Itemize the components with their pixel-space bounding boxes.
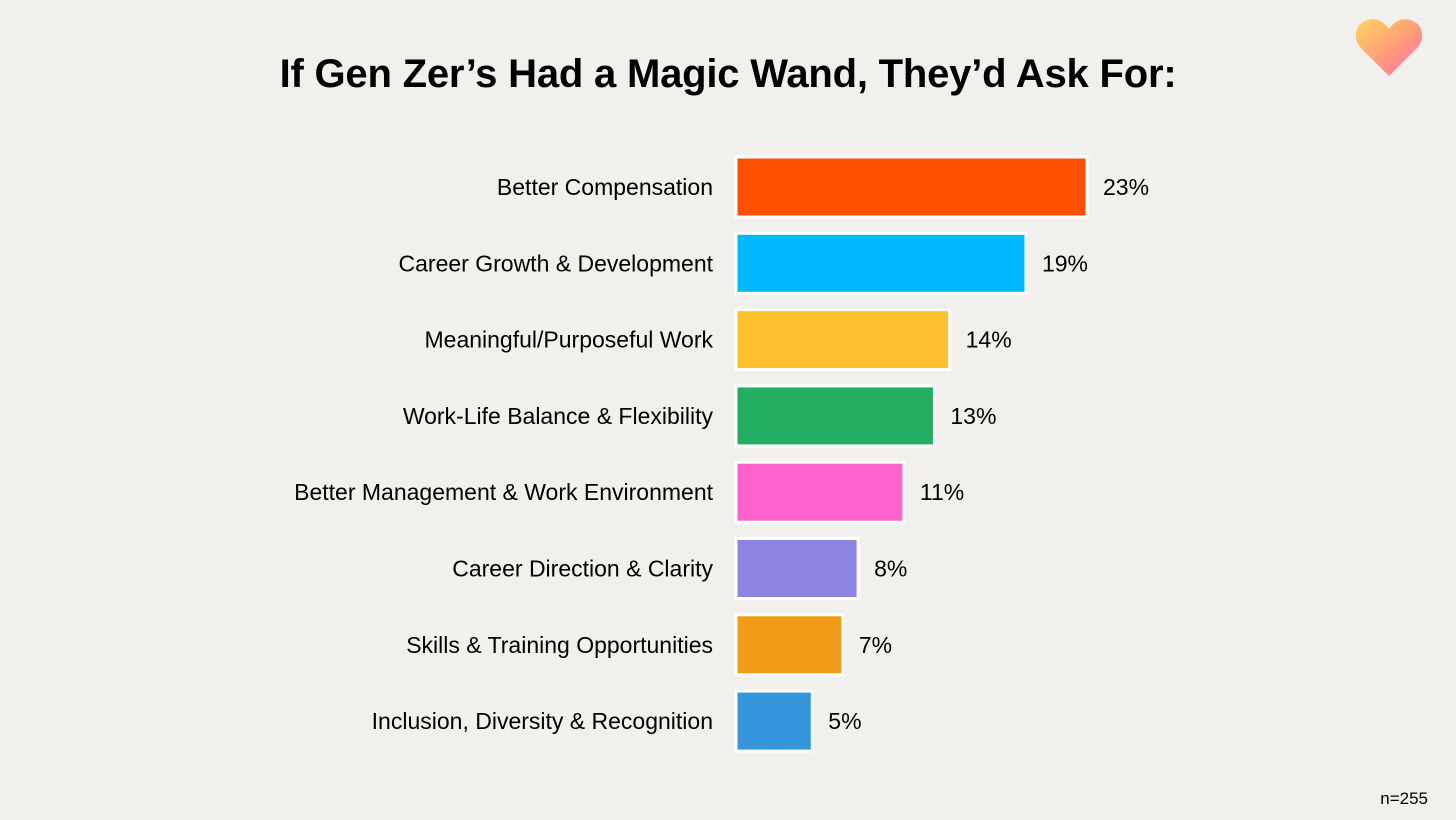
category-label: Career Direction & Clarity [452, 556, 713, 582]
bar [734, 537, 860, 600]
value-label: 19% [1042, 250, 1088, 276]
bar [734, 155, 1089, 219]
bar [734, 308, 952, 372]
category-label: Inclusion, Diversity & Recognition [372, 708, 713, 734]
value-label: 5% [828, 708, 861, 734]
category-label: Better Compensation [497, 174, 713, 200]
value-label: 11% [920, 479, 964, 505]
category-label: Career Growth & Development [399, 250, 714, 276]
bar [734, 460, 906, 524]
category-label: Better Management & Work Environment [294, 479, 713, 505]
sample-size-note: n=255 [1380, 789, 1428, 808]
chart-title: If Gen Zer’s Had a Magic Wand, They’d As… [279, 52, 1177, 96]
bar [734, 613, 845, 677]
value-label: 14% [966, 327, 1012, 353]
category-label: Work-Life Balance & Flexibility [403, 403, 714, 429]
bar [734, 384, 936, 448]
bar [734, 231, 1028, 295]
value-label: 8% [874, 556, 907, 582]
value-label: 23% [1103, 174, 1149, 200]
category-label: Skills & Training Opportunities [406, 632, 713, 658]
category-label: Meaningful/Purposeful Work [425, 327, 714, 353]
value-label: 7% [859, 632, 892, 658]
value-label: 13% [950, 403, 996, 429]
bar [734, 689, 814, 753]
heart-icon [1355, 19, 1423, 76]
